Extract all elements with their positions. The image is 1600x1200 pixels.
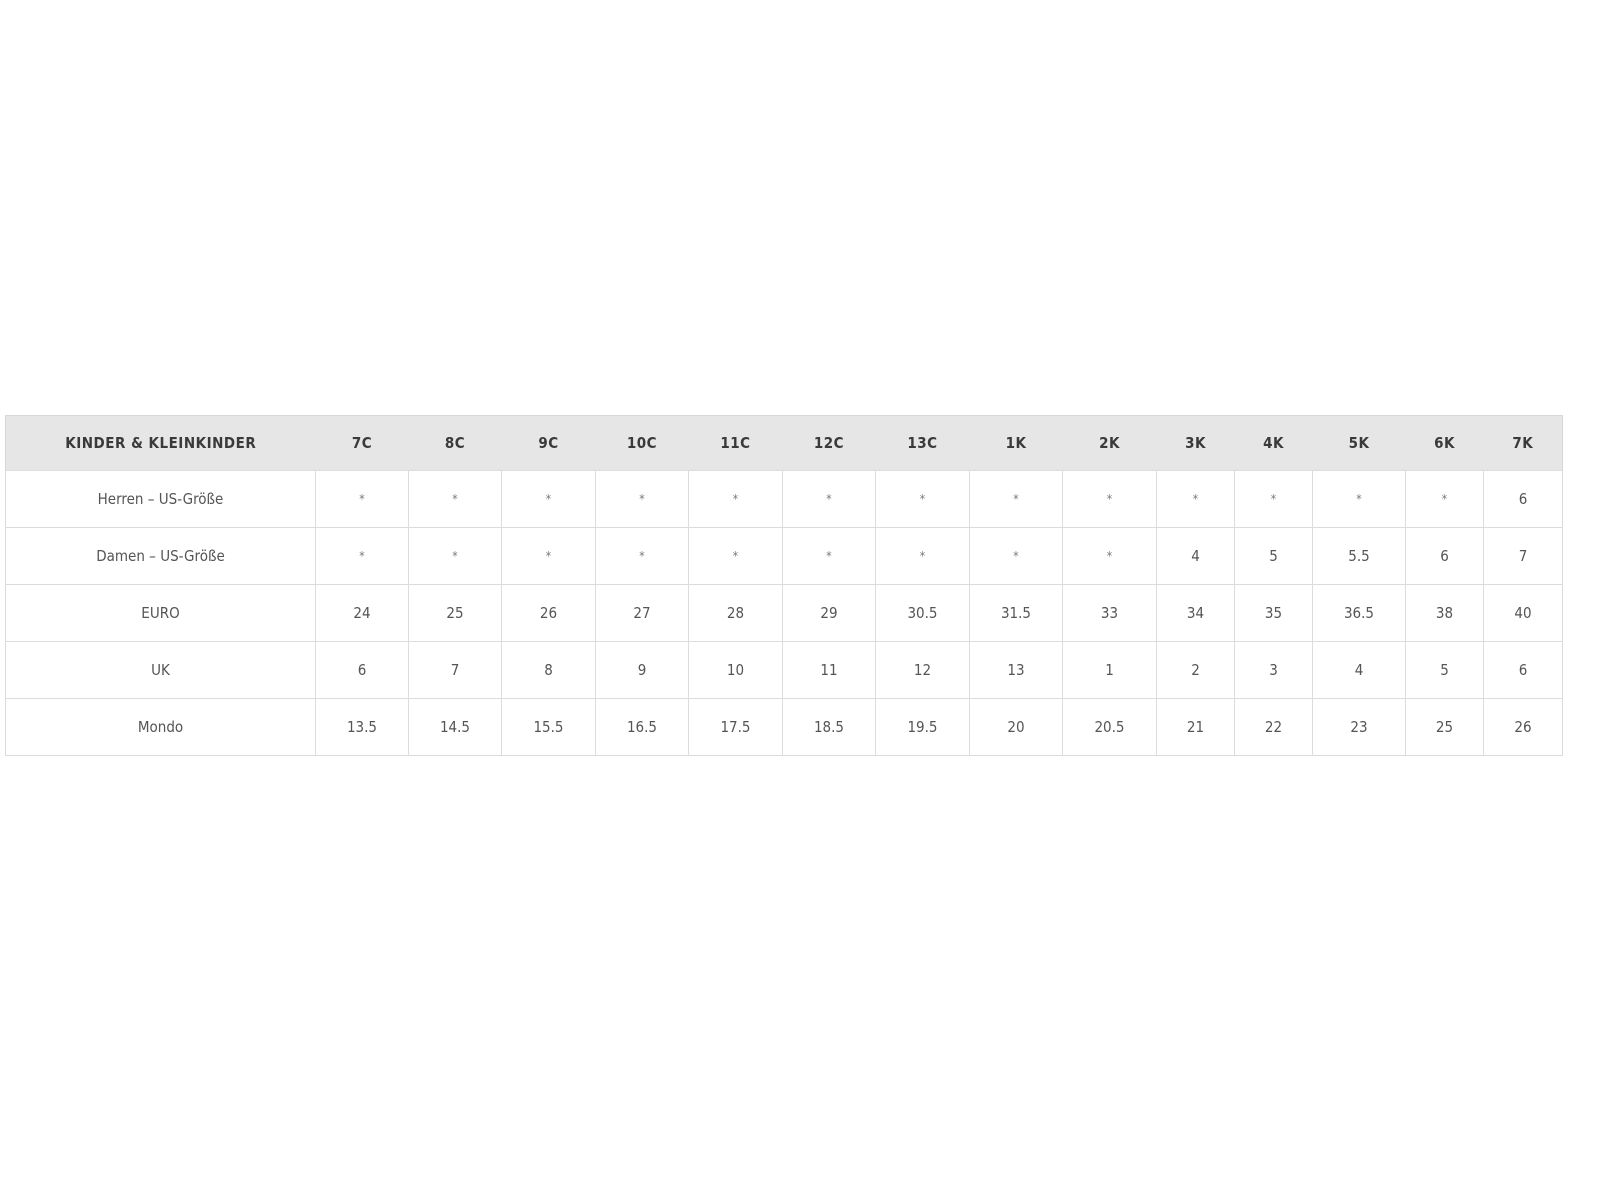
table-cell: 25 (1405, 698, 1484, 756)
row-label: UK (5, 641, 316, 699)
table-cell: 29 (782, 584, 876, 642)
table-cell: * (1062, 527, 1157, 585)
table-cell: 5.5 (1312, 527, 1406, 585)
table-row: UK 6 7 8 9 10 11 12 13 1 2 3 4 5 6 (5, 641, 1563, 699)
header-row: KINDER & KLEINKINDER 7C 8C 9C 10C 11C 12C 13C 1… (5, 415, 1563, 471)
table-cell: 15.5 (501, 698, 596, 756)
table-cell: 21 (1156, 698, 1235, 756)
table-cell: 1 (1062, 641, 1157, 699)
table-cell: 26 (501, 584, 596, 642)
table-cell: 20.5 (1062, 698, 1157, 756)
table-cell: 6 (315, 641, 409, 699)
table-cell: 40 (1483, 584, 1563, 642)
table-cell: 26 (1483, 698, 1563, 756)
table-cell: * (782, 527, 876, 585)
table-cell: 7 (408, 641, 502, 699)
column-header: 13C (875, 415, 970, 471)
table-cell: 38 (1405, 584, 1484, 642)
table-cell: * (969, 527, 1063, 585)
column-header: 3K (1156, 415, 1235, 471)
table-cell: 34 (1156, 584, 1235, 642)
table-cell: 7 (1483, 527, 1563, 585)
table-cell: 5 (1405, 641, 1484, 699)
table-cell: 6 (1405, 527, 1484, 585)
table-cell: 20 (969, 698, 1063, 756)
table-cell: 27 (595, 584, 689, 642)
table-cell: 23 (1312, 698, 1406, 756)
table-cell: 13.5 (315, 698, 409, 756)
column-header: 12C (782, 415, 876, 471)
table-cell: 11 (782, 641, 876, 699)
table-cell: 14.5 (408, 698, 502, 756)
table-cell: 35 (1234, 584, 1313, 642)
table-cell: 3 (1234, 641, 1313, 699)
table-cell: 13 (969, 641, 1063, 699)
table-cell: 28 (688, 584, 783, 642)
table-cell: * (1062, 470, 1157, 528)
table-cell: * (595, 527, 689, 585)
table-cell: 31.5 (969, 584, 1063, 642)
row-label: EURO (5, 584, 316, 642)
table-row: Herren – US-Größe * * * * * * * * * * * * * 6 (5, 470, 1563, 528)
column-header: 9C (501, 415, 596, 471)
row-label: Mondo (5, 698, 316, 756)
table-cell: * (969, 470, 1063, 528)
table-cell: * (688, 527, 783, 585)
row-label: Herren – US-Größe (5, 470, 316, 528)
table-cell: 16.5 (595, 698, 689, 756)
column-header: 10C (595, 415, 689, 471)
column-header: 11C (688, 415, 783, 471)
column-header: 7C (315, 415, 409, 471)
column-header: 6K (1405, 415, 1484, 471)
table-cell: * (1156, 470, 1235, 528)
table-cell: * (875, 470, 970, 528)
table-cell: 4 (1156, 527, 1235, 585)
column-header: 7K (1483, 415, 1563, 471)
table-cell: 24 (315, 584, 409, 642)
table-cell: 6 (1483, 470, 1563, 528)
table-cell: 25 (408, 584, 502, 642)
table-cell: * (875, 527, 970, 585)
table-cell: 5 (1234, 527, 1313, 585)
table-cell: * (501, 470, 596, 528)
table-cell: * (501, 527, 596, 585)
table-cell: 19.5 (875, 698, 970, 756)
table-cell: * (782, 470, 876, 528)
table-row: Damen – US-Größe * * * * * * * * * 4 5 5.5 6 7 (5, 527, 1563, 585)
table-cell: 2 (1156, 641, 1235, 699)
column-header: 8C (408, 415, 502, 471)
column-header: 2K (1062, 415, 1157, 471)
table-cell: * (408, 527, 502, 585)
table-cell: * (688, 470, 783, 528)
table-cell: 8 (501, 641, 596, 699)
table-cell: * (1234, 470, 1313, 528)
table-cell: * (1312, 470, 1406, 528)
table-cell: 36.5 (1312, 584, 1406, 642)
table-cell: * (315, 527, 409, 585)
column-header: 4K (1234, 415, 1313, 471)
table-cell: 10 (688, 641, 783, 699)
row-label: Damen – US-Größe (5, 527, 316, 585)
column-header: 1K (969, 415, 1063, 471)
table-cell: * (1405, 470, 1484, 528)
table-cell: * (595, 470, 689, 528)
column-header: 5K (1312, 415, 1406, 471)
table-cell: 6 (1483, 641, 1563, 699)
table-cell: 12 (875, 641, 970, 699)
size-chart-table: KINDER & KLEINKINDER 7C 8C 9C 10C 11C 12C 13C 1… (5, 415, 1563, 756)
table-cell: * (315, 470, 409, 528)
table-cell: 30.5 (875, 584, 970, 642)
table-cell: 33 (1062, 584, 1157, 642)
table-cell: 4 (1312, 641, 1406, 699)
table-cell: 17.5 (688, 698, 783, 756)
table-row: EURO 24 25 26 27 28 29 30.5 31.5 33 34 35 36.5 38 40 (5, 584, 1563, 642)
header-label: KINDER & KLEINKINDER (5, 415, 316, 471)
table-cell: 22 (1234, 698, 1313, 756)
table-cell: 18.5 (782, 698, 876, 756)
table-row: Mondo 13.5 14.5 15.5 16.5 17.5 18.5 19.5 20 20.5 2… (5, 698, 1563, 756)
table-cell: * (408, 470, 502, 528)
table-cell: 9 (595, 641, 689, 699)
